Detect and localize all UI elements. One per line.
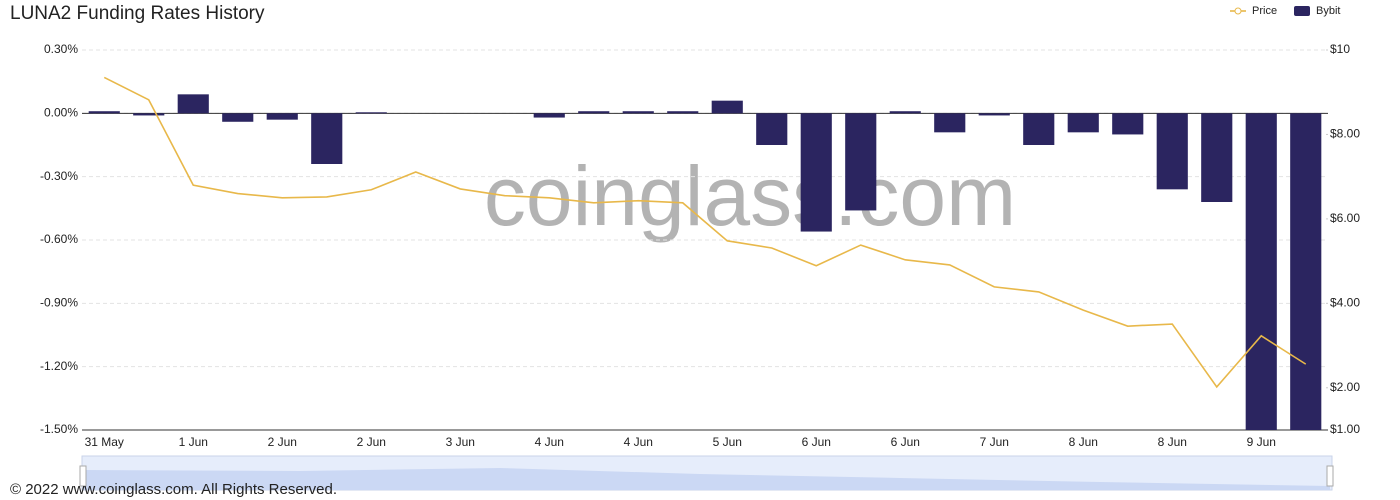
bar xyxy=(266,113,298,120)
bar xyxy=(756,113,788,145)
legend-swatch xyxy=(1294,6,1310,16)
x-tick-label: 2 Jun xyxy=(357,435,386,449)
y2-tick-label: $2.00 xyxy=(1330,380,1360,394)
bar xyxy=(355,112,387,114)
x-tick-label: 1 Jun xyxy=(179,435,208,449)
bar xyxy=(88,111,120,114)
y-tick-label: -1.20% xyxy=(40,359,78,373)
bar xyxy=(311,113,343,164)
x-tick-label: 7 Jun xyxy=(980,435,1009,449)
x-tick-label: 6 Jun xyxy=(802,435,831,449)
chart-title: LUNA2 Funding Rates History xyxy=(10,3,265,24)
x-tick-label: 3 Jun xyxy=(446,435,475,449)
footer: © 2022 www.coinglass.com. All Rights Res… xyxy=(10,481,337,498)
legend-label: Price xyxy=(1252,5,1277,17)
bar xyxy=(133,113,165,116)
bar xyxy=(711,100,743,114)
legend-item[interactable]: Price xyxy=(1230,5,1277,17)
bar xyxy=(800,113,832,232)
x-tick-label: 31 May xyxy=(85,435,124,449)
x-tick-label: 5 Jun xyxy=(713,435,742,449)
y2-tick-label: $1.00 xyxy=(1330,422,1360,436)
bar xyxy=(1023,113,1055,145)
y-tick-label: -0.30% xyxy=(40,169,78,183)
y2-tick-label: $10 xyxy=(1330,42,1350,56)
watermark: coinglass.com xyxy=(484,149,1016,243)
x-tick-label: 8 Jun xyxy=(1069,435,1098,449)
x-tick-label: 2 Jun xyxy=(268,435,297,449)
x-tick-label: 9 Jun xyxy=(1247,435,1276,449)
x-tick-label: 4 Jun xyxy=(535,435,564,449)
bar xyxy=(622,111,654,114)
x-tick-label: 8 Jun xyxy=(1158,435,1187,449)
slider-preview xyxy=(84,468,1330,490)
y-tick-label: -1.50% xyxy=(40,422,78,436)
y-tick-label: -0.60% xyxy=(40,232,78,246)
y-tick-label: 0.30% xyxy=(44,42,78,56)
legend-item[interactable]: Bybit xyxy=(1294,5,1340,17)
bar xyxy=(889,111,921,114)
y2-tick-label: $4.00 xyxy=(1330,296,1360,310)
legend-label: Bybit xyxy=(1316,5,1340,17)
bar xyxy=(177,94,209,114)
bar xyxy=(578,111,610,114)
bar xyxy=(222,113,254,122)
y-tick-label: -0.90% xyxy=(40,296,78,310)
zoom-slider[interactable] xyxy=(79,455,1334,491)
bar xyxy=(978,113,1010,116)
legend-swatch xyxy=(1234,7,1242,15)
bar xyxy=(1156,113,1188,190)
slider-handle[interactable] xyxy=(1326,465,1334,487)
x-tick-label: 4 Jun xyxy=(624,435,653,449)
bar xyxy=(1245,113,1277,430)
bar xyxy=(845,113,877,211)
bar xyxy=(667,111,699,114)
bar xyxy=(1290,113,1322,430)
bar xyxy=(1067,113,1099,133)
slider-handle[interactable] xyxy=(79,465,87,487)
bar xyxy=(1201,113,1233,202)
y2-tick-label: $6.00 xyxy=(1330,211,1360,225)
x-tick-label: 6 Jun xyxy=(891,435,920,449)
bar xyxy=(533,113,565,118)
y-tick-label: 0.00% xyxy=(44,106,78,120)
bar xyxy=(934,113,966,133)
price-line xyxy=(103,76,1307,389)
bar xyxy=(1112,113,1144,135)
y2-tick-label: $8.00 xyxy=(1330,127,1360,141)
grid xyxy=(82,49,1328,431)
